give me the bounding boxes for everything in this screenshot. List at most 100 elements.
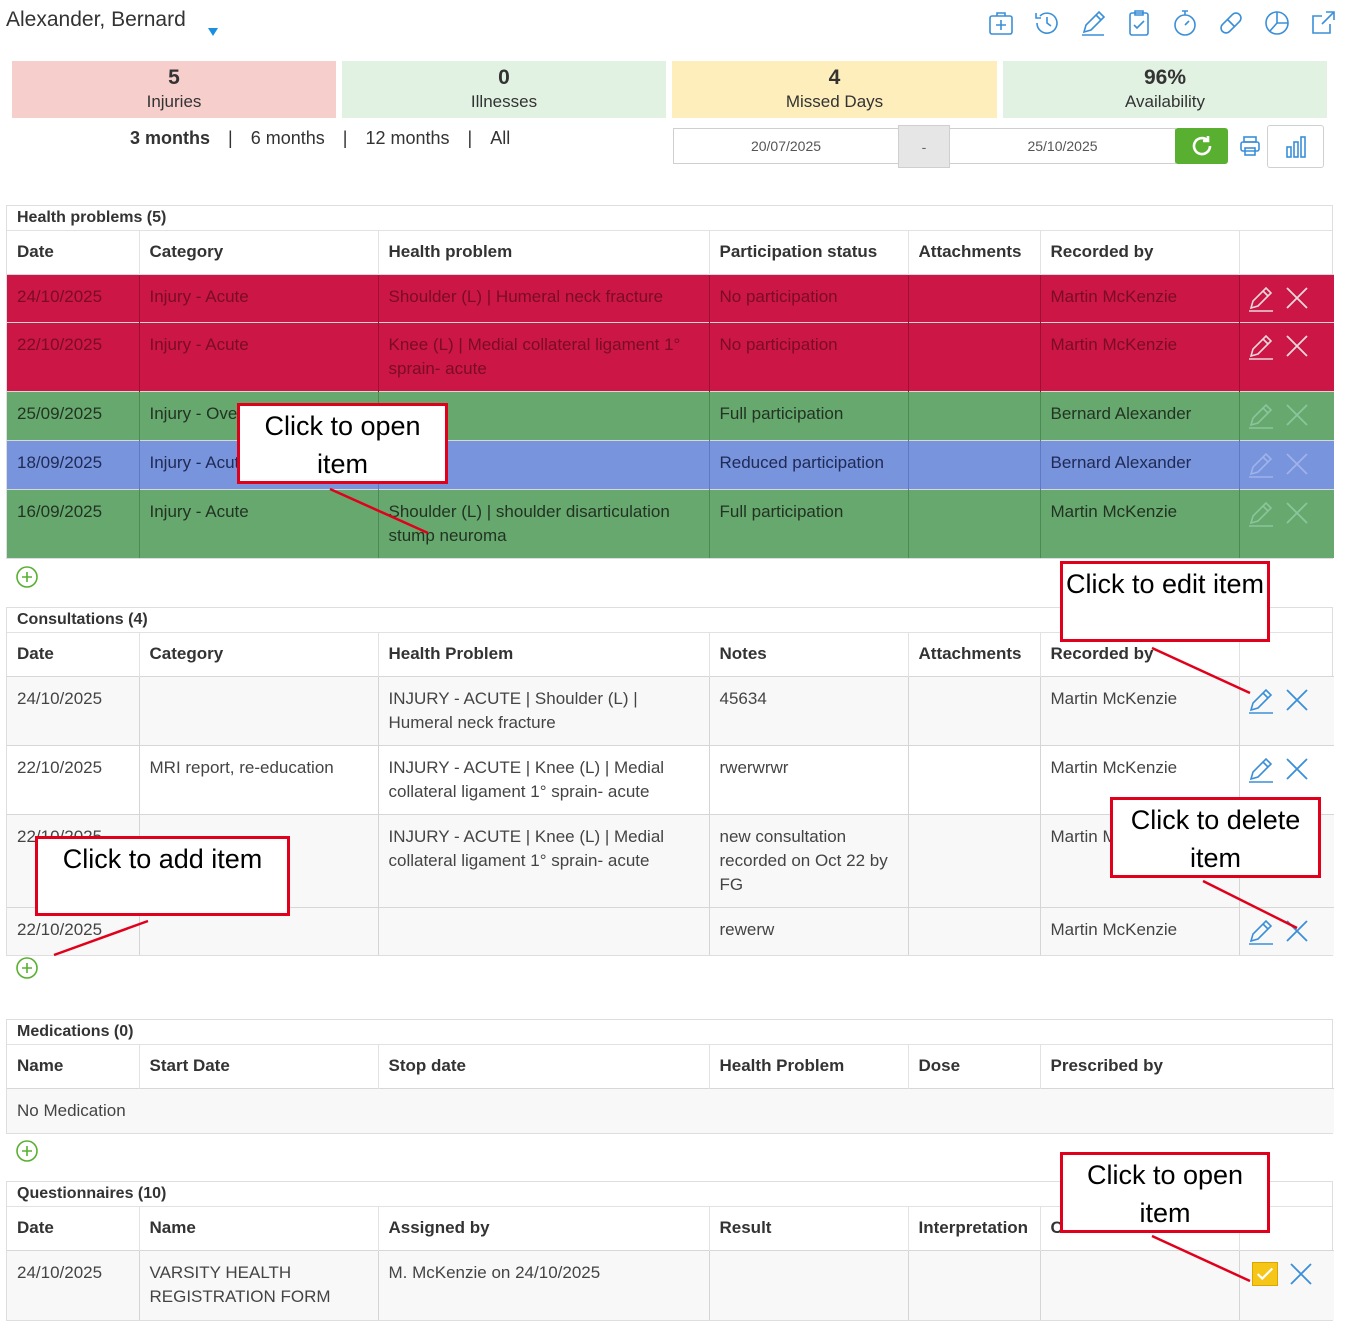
column-header[interactable]: Category <box>138 633 378 676</box>
delete-x-icon[interactable] <box>1282 283 1312 313</box>
delete-x-icon[interactable] <box>1282 331 1312 361</box>
cell-attachments <box>907 675 1040 745</box>
stat-availability: 96% Availability <box>1003 61 1327 118</box>
add-medication-button[interactable] <box>15 1139 39 1163</box>
column-header[interactable]: Date <box>17 242 54 262</box>
column-header[interactable]: Name <box>17 1056 64 1076</box>
column-header[interactable]: Recorded by <box>1039 231 1239 274</box>
delete-x-icon[interactable] <box>1282 685 1312 715</box>
table-row[interactable]: 24/10/2025 Injury - Acute Shoulder (L) |… <box>7 273 1334 322</box>
toolbar <box>978 4 1346 42</box>
edit-pencil-icon[interactable] <box>1246 449 1276 479</box>
add-consultation-button[interactable] <box>15 956 39 980</box>
table-row[interactable]: 22/10/2025 Injury - Acute Knee (L) | Med… <box>7 321 1334 391</box>
pencil-icon[interactable] <box>1070 4 1116 42</box>
column-header[interactable]: Date <box>17 1218 54 1238</box>
cell-status: No participation <box>708 273 908 322</box>
table-row[interactable]: 25/09/2025 Injury - Ove Full participati… <box>7 390 1334 440</box>
delete-x-icon[interactable] <box>1282 449 1312 479</box>
column-header[interactable]: Prescribed by <box>1039 1045 1334 1088</box>
table-row[interactable]: 16/09/2025 Injury - Acute Shoulder (L) |… <box>7 488 1334 558</box>
checklist-icon[interactable] <box>1116 4 1162 42</box>
delete-x-icon[interactable] <box>1282 498 1312 528</box>
questionnaires-table: Date Name Assigned by Result Interpretat… <box>7 1207 1334 1320</box>
edit-pencil-icon[interactable] <box>1246 283 1276 313</box>
table-row[interactable]: 22/10/2025 MRI report, re-education INJU… <box>7 744 1334 814</box>
period-selector: 3 months | 6 months | 12 months | All <box>130 128 510 149</box>
cell-problem: Shoulder (L) | shoulder disarticulation … <box>377 488 709 558</box>
cell-category: MRI report, re-education <box>138 744 378 814</box>
delete-x-icon[interactable] <box>1282 754 1312 784</box>
stopwatch-icon[interactable] <box>1162 4 1208 42</box>
period-separator: | <box>467 128 473 148</box>
edit-pencil-icon[interactable] <box>1246 754 1276 784</box>
column-header[interactable]: Result <box>708 1207 908 1250</box>
column-header[interactable]: Health Problem <box>708 1045 908 1088</box>
column-header[interactable]: Interpretation <box>907 1207 1040 1250</box>
cell-assigned-by: M. McKenzie on 24/10/2025 <box>377 1249 709 1320</box>
callout-edit-item: Click to edit item <box>1060 561 1270 642</box>
callout-open-item: Click to open item <box>237 403 448 484</box>
column-header[interactable]: Category <box>138 231 378 274</box>
edit-pencil-icon[interactable] <box>1246 685 1276 715</box>
date-from-input[interactable]: 20/07/2025 <box>673 128 899 164</box>
pill-icon[interactable] <box>1208 4 1254 42</box>
column-header[interactable]: Name <box>138 1207 378 1250</box>
row-actions <box>1238 488 1334 558</box>
column-header[interactable]: Notes <box>708 633 908 676</box>
medications-section: Medications (0) Name Start Date Stop dat… <box>6 1019 1334 1134</box>
table-row[interactable]: 24/10/2025 INJURY - ACUTE | Shoulder (L)… <box>7 675 1334 745</box>
cell-category <box>138 675 378 745</box>
column-header[interactable]: Health Problem <box>377 633 709 676</box>
print-button[interactable] <box>1234 130 1266 162</box>
refresh-button[interactable] <box>1175 128 1228 164</box>
column-header[interactable]: Dose <box>907 1045 1040 1088</box>
column-header[interactable]: Participation status <box>708 231 908 274</box>
stat-value: 5 <box>168 66 180 89</box>
cell-category: Injury - Acute <box>138 321 378 391</box>
medications-table: Name Start Date Stop date Health Problem… <box>7 1045 1334 1133</box>
table-row[interactable]: 24/10/2025 VARSITY HEALTH REGISTRATION F… <box>7 1249 1334 1320</box>
period-12-months[interactable]: 12 months <box>365 128 450 148</box>
printer-icon <box>1240 136 1260 156</box>
table-row[interactable]: 18/09/2025 Injury - Acut in (L) Reduced … <box>7 439 1334 489</box>
column-header[interactable]: Health problem <box>377 231 709 274</box>
period-6-months[interactable]: 6 months <box>250 128 325 148</box>
date-to-input[interactable]: 25/10/2025 <box>949 128 1176 164</box>
stat-injuries: 5 Injuries <box>12 61 336 118</box>
callout-delete-item: Click to delete item <box>1110 797 1321 878</box>
edit-pencil-icon[interactable] <box>1246 916 1276 946</box>
edit-pencil-icon[interactable] <box>1246 400 1276 430</box>
cell-attachments <box>907 321 1040 391</box>
section-title: Health problems (5) <box>7 206 1332 231</box>
stat-missed-days: 4 Missed Days <box>672 61 997 118</box>
cell-recorded-by: Martin McKenzie <box>1039 906 1239 955</box>
questionnaires-section: Questionnaires (10) Date Name Assigned b… <box>6 1181 1334 1321</box>
column-header[interactable]: Attachments <box>907 633 1040 676</box>
delete-x-icon[interactable] <box>1282 916 1312 946</box>
add-health-problem-button[interactable] <box>15 565 39 589</box>
chart-view-button[interactable] <box>1267 125 1324 168</box>
cell-interpretation <box>907 1249 1040 1320</box>
column-header[interactable]: Assigned by <box>377 1207 709 1250</box>
cell-attachments <box>907 744 1040 814</box>
external-link-icon[interactable] <box>1300 4 1346 42</box>
delete-x-icon[interactable] <box>1286 1259 1316 1289</box>
history-icon[interactable] <box>1024 4 1070 42</box>
delete-x-icon[interactable] <box>1282 400 1312 430</box>
column-header[interactable]: Stop date <box>377 1045 709 1088</box>
edit-pencil-icon[interactable] <box>1246 331 1276 361</box>
period-3-months[interactable]: 3 months <box>130 128 211 148</box>
column-header[interactable]: Date <box>17 644 54 664</box>
pie-chart-icon[interactable] <box>1254 4 1300 42</box>
patient-dropdown-caret-icon[interactable] <box>208 28 218 36</box>
column-header[interactable]: Start Date <box>138 1045 378 1088</box>
column-header[interactable]: Attachments <box>907 231 1040 274</box>
medical-case-icon[interactable] <box>978 4 1024 42</box>
refresh-icon <box>1192 136 1211 156</box>
period-all[interactable]: All <box>490 128 511 148</box>
open-checkmark-icon[interactable] <box>1251 1261 1278 1286</box>
cell-category: Injury - Acute <box>138 488 378 558</box>
edit-pencil-icon[interactable] <box>1246 498 1276 528</box>
cell-recorded-by: Martin McKenzie <box>1039 675 1239 745</box>
